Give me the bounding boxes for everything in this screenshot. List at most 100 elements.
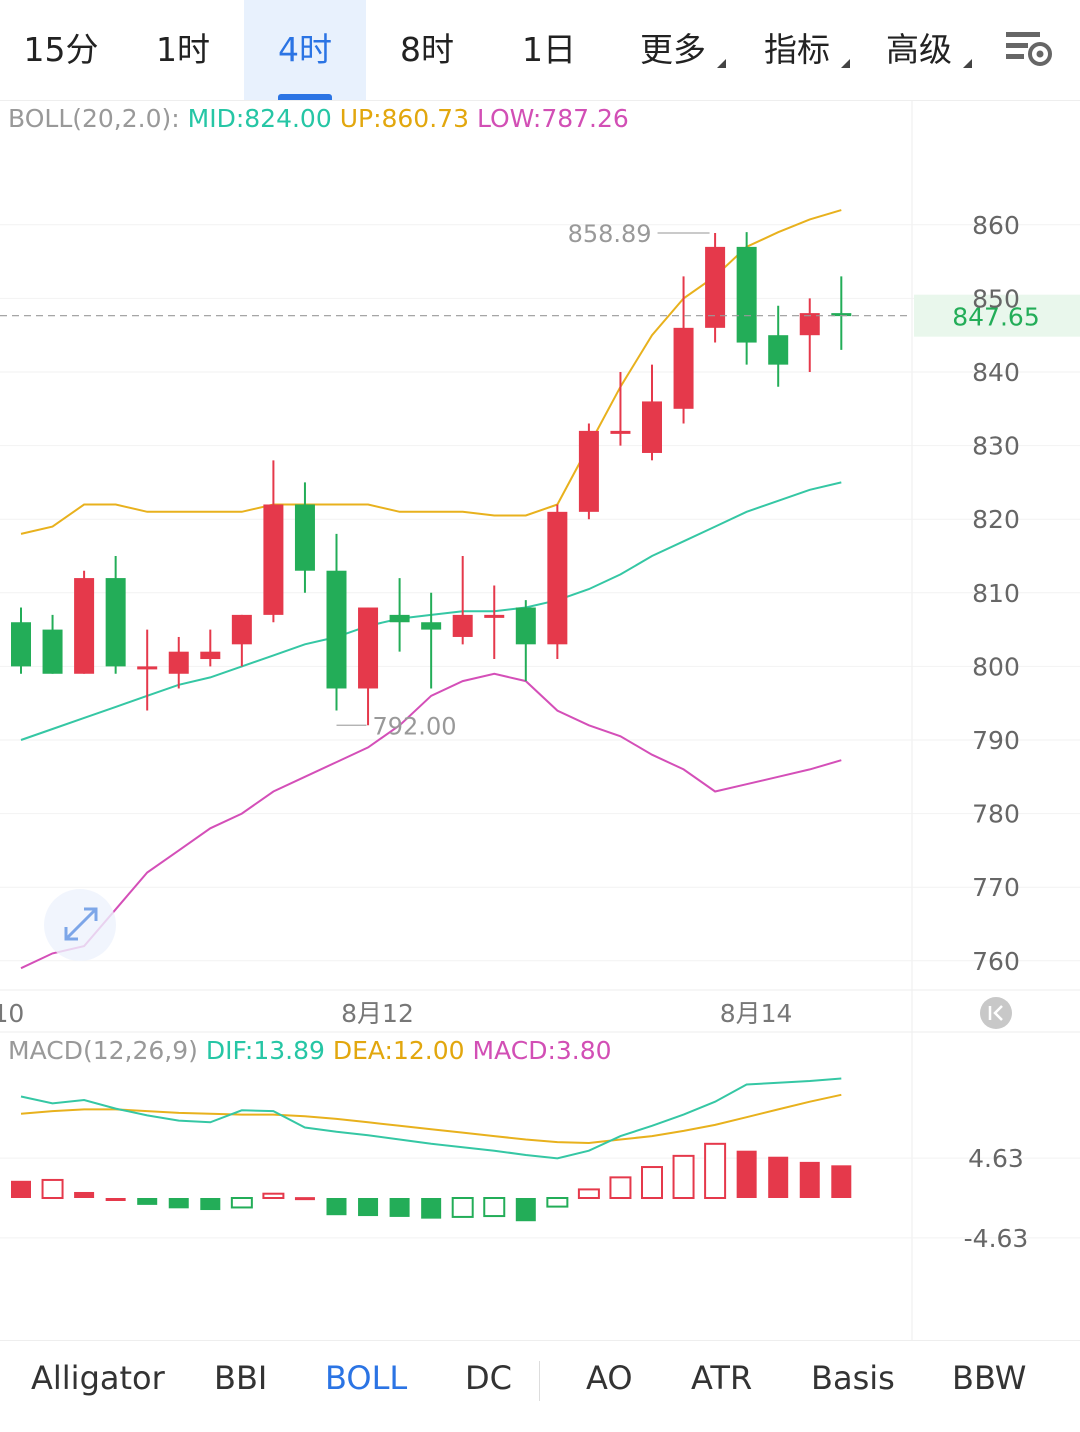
candle (831, 276, 852, 350)
macd-histogram-bar (641, 1166, 663, 1200)
macd-histogram-bar (137, 1198, 158, 1205)
candle-body (768, 335, 789, 365)
boll-legend: BOLL(20,2.0): MID:824.00 UP:860.73 LOW:7… (8, 104, 629, 133)
candle-body (484, 614, 505, 618)
indicator-tab-ao[interactable]: AO (586, 1359, 633, 1397)
candle (294, 482, 315, 593)
time-axis-tick: 8月14 (720, 999, 793, 1028)
macd-histogram-bar (831, 1165, 852, 1198)
candle (673, 276, 694, 424)
indicator-tab-alligator[interactable]: Alligator (31, 1359, 165, 1397)
indicator-tab-bbw[interactable]: BBW (952, 1359, 1027, 1397)
current-price-tag (914, 294, 1080, 337)
indicator-tab-bbi[interactable]: BBI (214, 1359, 268, 1397)
macd-histogram-bar (577, 1188, 600, 1200)
price-axis-tick: 820 (972, 505, 1020, 534)
macd-histogram-bar (326, 1198, 347, 1216)
candle-body (231, 614, 252, 645)
candle-body (610, 430, 631, 434)
price-axis-tick: 850 (972, 284, 1020, 313)
price-axis-tick: 770 (972, 873, 1020, 902)
candle (389, 578, 410, 652)
macd-histogram-bar (11, 1180, 31, 1198)
macd-histogram-bar (262, 1192, 285, 1199)
indicator-tab-boll[interactable]: BOLL (325, 1359, 408, 1397)
macd-histogram-bar (74, 1191, 95, 1198)
macd-histogram-bar (230, 1197, 253, 1209)
time-axis-tick: 10 (0, 999, 24, 1028)
candle-body (11, 622, 31, 667)
macd-name: MACD(12,26,9) (8, 1036, 198, 1065)
macd-dea-line (20, 1093, 842, 1145)
tab-1h[interactable]: 1时 (156, 30, 210, 69)
tab-more[interactable]: 更多 (610, 0, 736, 100)
high-marker-label: 858.89 (568, 220, 652, 248)
expand-diagonal (64, 907, 98, 941)
macd-dif-value: DIF:13.89 (205, 1036, 325, 1065)
candle-body (389, 614, 410, 623)
indicator-tab-atr[interactable]: ATR (691, 1359, 753, 1397)
boll-low-value: LOW:787.26 (476, 104, 629, 133)
candle (705, 232, 726, 343)
candle (642, 364, 662, 461)
candle (799, 298, 820, 372)
price-axis-tick: 860 (972, 211, 1020, 240)
candle-body (547, 511, 568, 645)
macd-axis-tick: 4.63 (968, 1144, 1024, 1173)
macd-histogram-bar (358, 1198, 379, 1217)
macd-histogram-bar (672, 1154, 695, 1199)
current-price-label: 847.65 (952, 303, 1039, 332)
indicator-tab-dc[interactable]: DC (465, 1359, 512, 1397)
candle-body (326, 570, 347, 689)
macd-histogram-bar (768, 1156, 789, 1198)
candle-body (831, 313, 852, 317)
price-axis-tick: 780 (972, 800, 1020, 829)
chart-settings-icon[interactable] (1000, 26, 1060, 76)
candle-body (294, 504, 315, 571)
candle (42, 614, 63, 674)
macd-histogram-bar (704, 1142, 727, 1199)
expand-arrows-icon[interactable] (44, 889, 116, 961)
tab-8h[interactable]: 8时 (400, 30, 454, 69)
price-chart[interactable]: 847.65 858.89 792.00 860 850 840 830 820 810 800… (0, 0, 1080, 1340)
expand-arrow-head (84, 907, 98, 921)
candle (168, 636, 189, 689)
macd-histogram-bar (168, 1198, 189, 1209)
candle-body (358, 607, 379, 689)
macd-axis-tick: -4.63 (964, 1224, 1029, 1253)
tab-15min[interactable]: 15分 (23, 30, 99, 69)
tab-advanced[interactable]: 高级 (858, 0, 980, 100)
macd-histogram-bar (421, 1198, 442, 1219)
indicator-tab-basis[interactable]: Basis (811, 1359, 895, 1397)
candle-body (168, 651, 189, 674)
macd-histogram-bar (736, 1150, 757, 1198)
candle-body (515, 607, 536, 645)
macd-histogram-bar (41, 1178, 64, 1199)
macd-histogram-bar (389, 1198, 410, 1217)
candle (263, 460, 284, 623)
candle (231, 614, 252, 667)
candle-body (421, 622, 442, 630)
tab-indicators[interactable]: 指标 (736, 0, 858, 100)
candle-body (578, 430, 599, 512)
candle (326, 533, 347, 711)
tab-1d[interactable]: 1日 (522, 30, 576, 69)
tab-4h[interactable]: 4时 (244, 0, 366, 100)
candle (74, 570, 95, 674)
scroll-to-latest-icon[interactable] (980, 997, 1012, 1029)
macd-legend: MACD(12,26,9) DIF:13.89 DEA:12.00 MACD:3… (8, 1036, 612, 1065)
macd-histogram-bar (294, 1197, 315, 1201)
macd-histogram-value: MACD:3.80 (472, 1036, 612, 1065)
dropdown-triangle-icon (841, 59, 850, 68)
candle-body (105, 578, 126, 667)
candle-body (673, 327, 694, 409)
candle-body (200, 651, 221, 660)
indicator-bar: Alligator BBI BOLL DC AO ATR Basis BBW (0, 1340, 1080, 1432)
candle (515, 600, 536, 682)
macd-histogram-bar (799, 1161, 820, 1198)
macd-histogram-bar (609, 1176, 632, 1199)
price-axis-tick: 790 (972, 726, 1020, 755)
macd-dif-line (20, 1077, 842, 1160)
macd-histogram-bar (451, 1197, 474, 1218)
low-marker-label: 792.00 (373, 712, 457, 740)
